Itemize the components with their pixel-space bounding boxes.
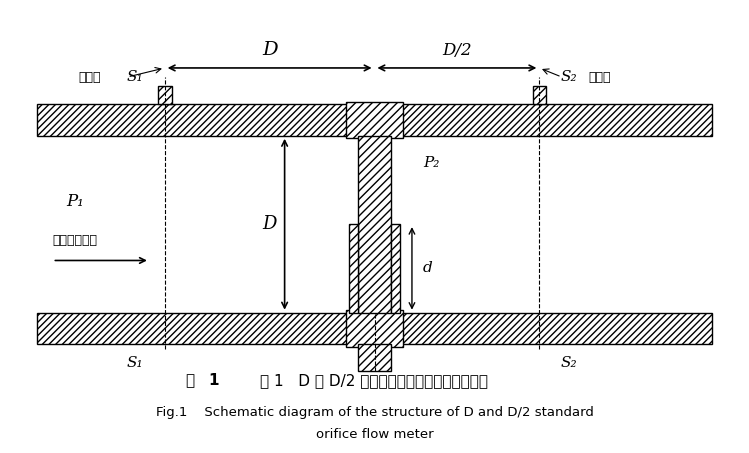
Bar xyxy=(391,224,400,313)
Text: 高压孔: 高压孔 xyxy=(79,71,101,83)
Text: S₂: S₂ xyxy=(561,70,577,84)
Text: D/2: D/2 xyxy=(442,42,472,59)
Bar xyxy=(37,104,712,136)
Bar xyxy=(533,86,546,104)
Text: P₂: P₂ xyxy=(423,156,440,170)
Text: S₂: S₂ xyxy=(561,356,577,370)
Bar xyxy=(349,224,358,313)
Text: d: d xyxy=(423,261,433,275)
Bar xyxy=(391,224,400,313)
Text: 流体流动方向: 流体流动方向 xyxy=(52,234,97,247)
Text: 图: 图 xyxy=(187,373,201,388)
Bar xyxy=(158,86,172,104)
Text: 1: 1 xyxy=(208,373,219,388)
Bar xyxy=(158,86,172,104)
Text: P₁: P₁ xyxy=(66,193,84,210)
Text: 图 1   D 和 D/2 取压标准孔板流量计结构示意图: 图 1 D 和 D/2 取压标准孔板流量计结构示意图 xyxy=(261,373,488,388)
Text: S₁: S₁ xyxy=(127,356,143,370)
Text: Fig.1    Schematic diagram of the structure of D and D/2 standard: Fig.1 Schematic diagram of the structure… xyxy=(156,406,593,419)
Bar xyxy=(37,313,712,344)
Bar xyxy=(358,344,391,371)
Bar xyxy=(358,136,391,313)
Bar xyxy=(349,224,358,313)
Bar xyxy=(346,310,403,347)
Bar xyxy=(346,102,403,138)
Text: S₁: S₁ xyxy=(127,70,143,84)
Bar xyxy=(533,86,546,104)
Bar xyxy=(346,102,403,138)
Bar xyxy=(358,344,391,371)
Bar xyxy=(346,310,403,347)
Bar xyxy=(37,313,712,344)
Text: D: D xyxy=(262,41,277,59)
Text: 低压孔: 低压孔 xyxy=(588,71,610,83)
Bar xyxy=(358,136,391,313)
Bar xyxy=(37,104,712,136)
Text: D: D xyxy=(262,215,277,233)
Text: orifice flow meter: orifice flow meter xyxy=(315,429,434,441)
